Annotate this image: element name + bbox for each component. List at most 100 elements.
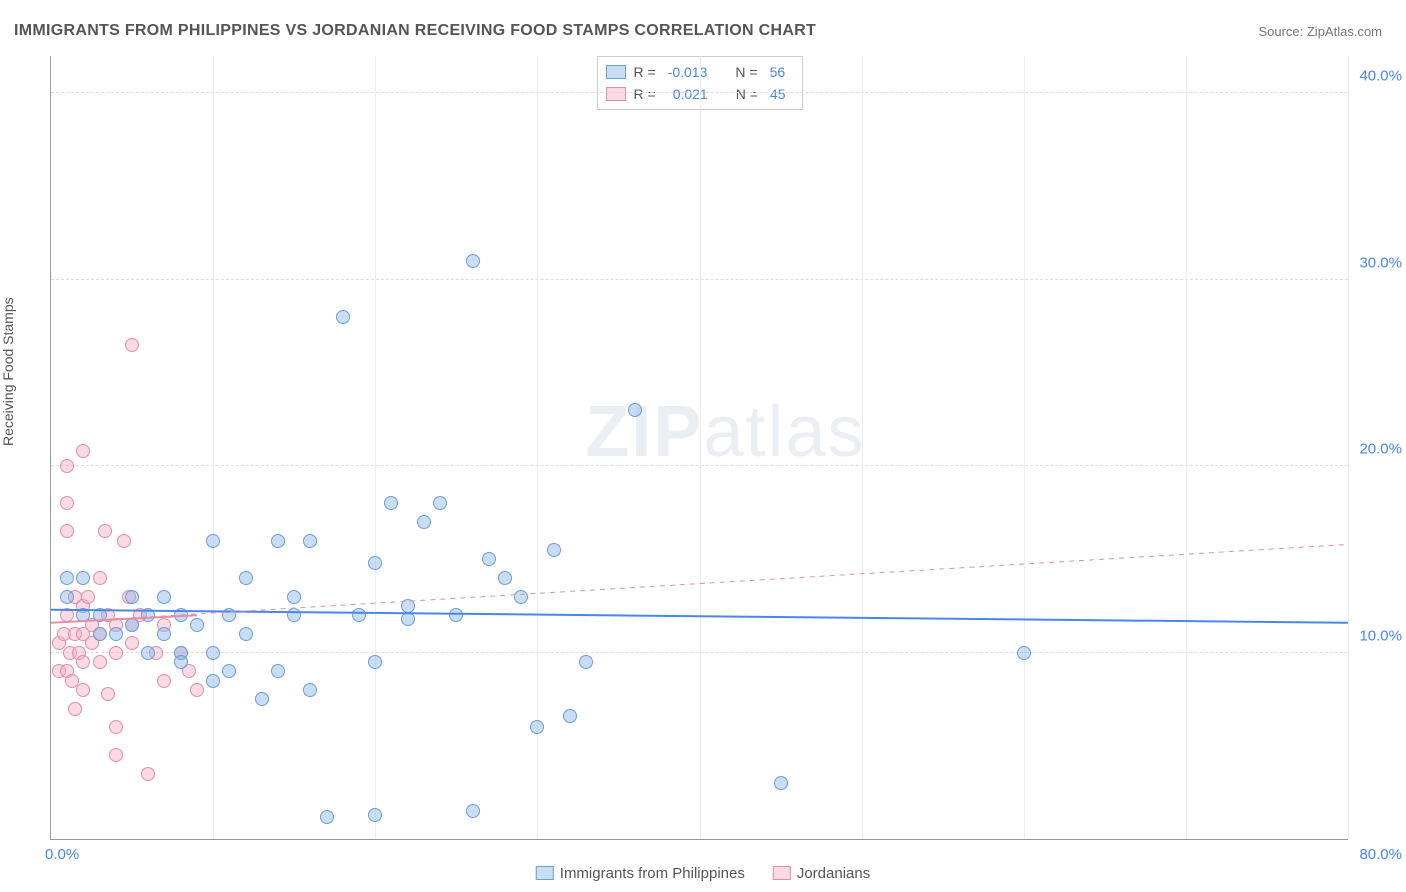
- data-point: [60, 524, 74, 538]
- y-tick-label: 30.0%: [1359, 254, 1402, 271]
- data-point: [190, 618, 204, 632]
- legend-n-value: 45: [770, 83, 786, 105]
- legend-row: R = -0.013 N = 56: [606, 61, 790, 83]
- data-point: [68, 702, 82, 716]
- legend-r-value: 0.021: [673, 83, 708, 105]
- data-point: [76, 444, 90, 458]
- data-point: [255, 692, 269, 706]
- data-point: [547, 543, 561, 557]
- data-point: [239, 571, 253, 585]
- data-point: [60, 608, 74, 622]
- data-point: [433, 496, 447, 510]
- y-tick-label: 20.0%: [1359, 441, 1402, 458]
- data-point: [466, 254, 480, 268]
- series-legend: Immigrants from Philippines Jordanians: [536, 865, 870, 882]
- data-point: [157, 674, 171, 688]
- data-point: [141, 608, 155, 622]
- data-point: [109, 646, 123, 660]
- legend-swatch-jordanians: [606, 87, 626, 101]
- gridline-v: [1024, 56, 1025, 839]
- legend-r-label: R =: [634, 83, 656, 105]
- data-point: [352, 608, 366, 622]
- data-point: [336, 310, 350, 324]
- y-axis-label: Receiving Food Stamps: [0, 297, 16, 446]
- data-point: [93, 608, 107, 622]
- y-tick-label: 10.0%: [1359, 627, 1402, 644]
- data-point: [60, 590, 74, 604]
- watermark: ZIPatlas: [585, 391, 865, 473]
- data-point: [109, 627, 123, 641]
- legend-r-label: R =: [634, 61, 656, 83]
- data-point: [117, 534, 131, 548]
- data-point: [76, 608, 90, 622]
- data-point: [222, 608, 236, 622]
- legend-n-value: 56: [770, 61, 786, 83]
- data-point: [498, 571, 512, 585]
- gridline-v: [862, 56, 863, 839]
- data-point: [141, 646, 155, 660]
- data-point: [190, 683, 204, 697]
- data-point: [368, 808, 382, 822]
- data-point: [109, 720, 123, 734]
- legend-swatch-icon: [536, 866, 554, 880]
- data-point: [174, 655, 188, 669]
- data-point: [125, 618, 139, 632]
- data-point: [401, 599, 415, 613]
- data-point: [1017, 646, 1031, 660]
- gridline-v: [375, 56, 376, 839]
- gridline-v: [1186, 56, 1187, 839]
- data-point: [239, 627, 253, 641]
- data-point: [449, 608, 463, 622]
- data-point: [466, 804, 480, 818]
- data-point: [401, 612, 415, 626]
- data-point: [157, 590, 171, 604]
- source-label: Source: ZipAtlas.com: [1258, 24, 1382, 39]
- gridline-v: [213, 56, 214, 839]
- data-point: [125, 338, 139, 352]
- data-point: [303, 683, 317, 697]
- legend-r-value: -0.013: [668, 61, 708, 83]
- legend-row: R = 0.021 N = 45: [606, 83, 790, 105]
- data-point: [271, 664, 285, 678]
- chart-title: IMMIGRANTS FROM PHILIPPINES VS JORDANIAN…: [14, 22, 816, 40]
- data-point: [109, 748, 123, 762]
- data-point: [320, 810, 334, 824]
- data-point: [579, 655, 593, 669]
- legend-swatch-philippines: [606, 65, 626, 79]
- data-point: [157, 627, 171, 641]
- data-point: [774, 776, 788, 790]
- data-point: [76, 655, 90, 669]
- legend-item-jordanians: Jordanians: [773, 865, 870, 882]
- data-point: [206, 534, 220, 548]
- data-point: [98, 524, 112, 538]
- scatter-plot: ZIPatlas R = -0.013 N = 56 R = 0.021 N =…: [50, 56, 1348, 840]
- data-point: [417, 515, 431, 529]
- data-point: [368, 655, 382, 669]
- y-tick-label: 40.0%: [1359, 68, 1402, 85]
- legend-n-label: N =: [735, 61, 757, 83]
- data-point: [174, 608, 188, 622]
- data-point: [563, 709, 577, 723]
- data-point: [482, 552, 496, 566]
- legend-swatch-icon: [773, 866, 791, 880]
- data-point: [93, 571, 107, 585]
- data-point: [206, 646, 220, 660]
- data-point: [303, 534, 317, 548]
- data-point: [287, 608, 301, 622]
- data-point: [60, 571, 74, 585]
- data-point: [125, 590, 139, 604]
- data-point: [125, 636, 139, 650]
- data-point: [287, 590, 301, 604]
- data-point: [76, 571, 90, 585]
- data-point: [93, 655, 107, 669]
- gridline-v: [700, 56, 701, 839]
- data-point: [271, 534, 285, 548]
- gridline-v: [1348, 56, 1349, 839]
- data-point: [530, 720, 544, 734]
- data-point: [81, 590, 95, 604]
- data-point: [141, 767, 155, 781]
- data-point: [76, 683, 90, 697]
- data-point: [628, 403, 642, 417]
- data-point: [222, 664, 236, 678]
- data-point: [60, 459, 74, 473]
